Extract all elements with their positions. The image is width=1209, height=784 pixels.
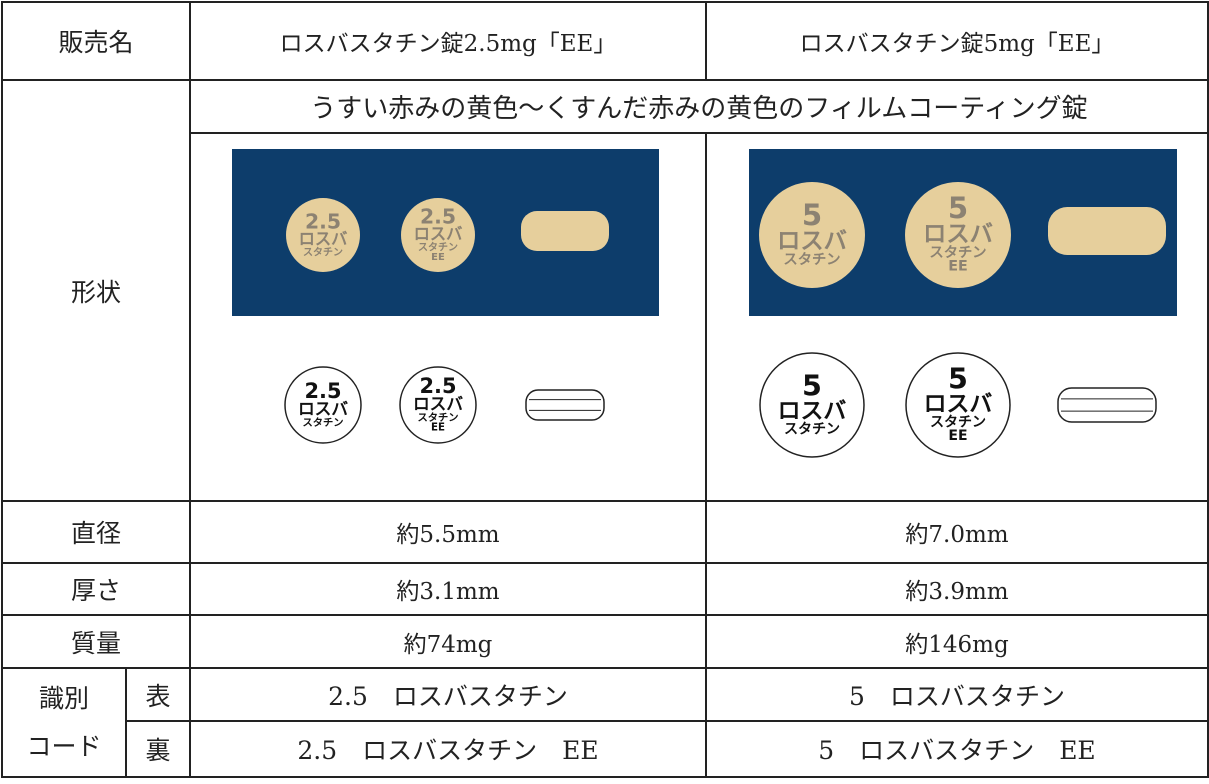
tablet-marking: ロスバ	[924, 392, 993, 418]
tablet-side-photo	[520, 211, 609, 251]
tablet-marking: 5	[802, 198, 822, 232]
tablet-marking: ロスバ	[298, 398, 348, 418]
side-label: 裏	[125, 720, 191, 778]
tablet-marking: 2.5	[305, 209, 341, 233]
side-label: 表	[125, 667, 191, 722]
tablet-drawing	[759, 352, 865, 458]
cell: 2.5 ロスバスタチン EE	[188, 720, 707, 778]
row-label: 直径	[1, 500, 191, 564]
tablet-marking: スタチン	[784, 421, 840, 437]
code-label-line: コード	[26, 731, 102, 761]
tablet-side-photo	[1047, 207, 1166, 255]
cell: 2.5 ロスバスタチン	[188, 667, 707, 722]
cell: 約3.1mm	[188, 562, 707, 616]
tablet-photo	[285, 198, 360, 272]
cell: 約74mg	[188, 614, 707, 669]
cell: 5 ロスバスタチン EE	[704, 720, 1209, 778]
cell: 約7.0mm	[704, 500, 1209, 564]
cell: 約5.5mm	[188, 500, 707, 564]
tablet-marking: EE	[431, 252, 445, 263]
tablet-marking: スタチン	[929, 244, 986, 261]
code-label-line: 識別	[39, 683, 90, 713]
tablet-marking: スタチン	[303, 246, 343, 258]
cell: 5 ロスバスタチン	[704, 667, 1209, 722]
tablet-marking: 2.5	[420, 205, 456, 229]
tablet-marking: スタチン	[418, 242, 458, 254]
tablet-marking: EE	[948, 259, 968, 275]
tablet-marking: 5	[802, 368, 822, 402]
tablet-marking: スタチン	[302, 417, 343, 429]
tablet-photo	[400, 198, 475, 272]
tablet-marking: ロスバ	[778, 398, 847, 424]
tablet-marking: スタチン	[417, 412, 458, 424]
product-name: ロスバスタチン錠2.5mg「EE」	[188, 1, 707, 81]
tablet-side-drawing	[525, 389, 605, 421]
tablet-marking: EE	[948, 428, 967, 444]
tablet-marking: 5	[948, 362, 968, 396]
header-label: 販売名	[1, 1, 191, 81]
tablet-photo	[904, 182, 1011, 288]
tablet-drawing	[905, 352, 1011, 458]
row-label: 厚さ	[1, 562, 191, 616]
cell: 約146mg	[704, 614, 1209, 669]
tablet-marking: スタチン	[930, 415, 986, 431]
code-label: 識別 コード	[0, 667, 128, 778]
tablet-drawing	[399, 366, 477, 444]
tablet-marking: ロスバ	[777, 227, 847, 254]
row-label: 質量	[1, 614, 191, 669]
product-name: ロスバスタチン錠5mg「EE」	[704, 1, 1209, 81]
tablet-side-drawing	[1057, 387, 1157, 423]
tablet-marking: ロスバ	[299, 229, 349, 248]
tablet-marking: ロスバ	[923, 221, 993, 248]
cell: 約3.9mm	[704, 562, 1209, 616]
tablet-marking: ロスバ	[414, 225, 464, 244]
tablet-drawing	[284, 366, 362, 444]
tablet-marking: ロスバ	[413, 394, 463, 414]
tablet-photo	[758, 182, 865, 288]
tablet-marking: スタチン	[783, 251, 840, 268]
image-cell: 5 ロスバ スタチン 5 ロスバ スタチン EE 5 ロスバ スタチン 5 ロスバ スタチン EE	[704, 132, 1209, 502]
image-cell: 2.5 ロスバ スタチン 2.5 ロスバ スタチン EE 2.5 ロスバ スタチン 2.5 ロスバ スタ…	[188, 132, 707, 502]
tablet-marking: EE	[431, 422, 445, 434]
header-row: 販売名 ロスバスタチン錠2.5mg「EE」 ロスバスタチン錠5mg「EE」	[1, 1, 1209, 81]
shape-description: うすい赤みの黄色～くすんだ赤みの黄色のフィルムコーティング錠	[188, 79, 1209, 134]
tablet-marking: 2.5	[419, 374, 456, 398]
shape-label: 形状	[1, 79, 191, 502]
tablet-images: 2.5ロスバスタチン2.5ロスバスタチンEE2.5ロスバスタチン2.5ロスバスタ…	[231, 149, 659, 444]
tablet-marking: 5	[948, 191, 968, 225]
tablet-marking: 2.5	[304, 379, 341, 403]
